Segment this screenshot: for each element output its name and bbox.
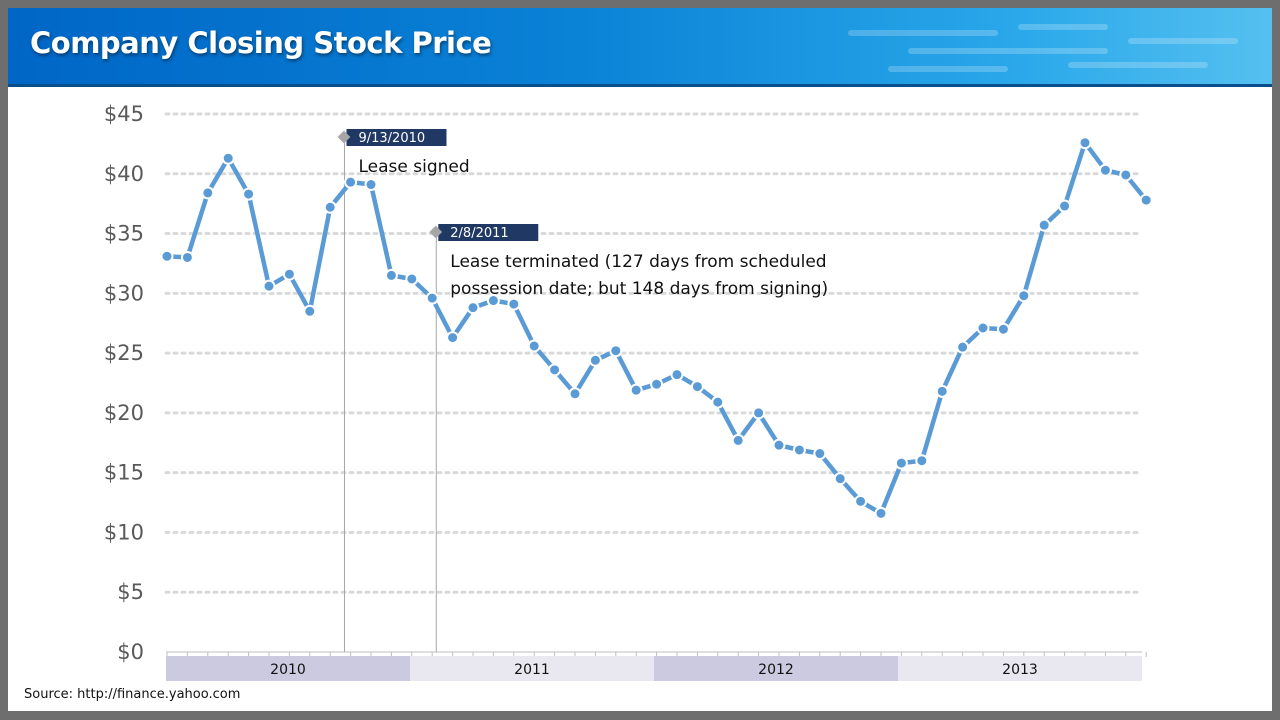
data-point — [609, 344, 623, 358]
data-point — [201, 186, 215, 200]
data-point — [527, 339, 541, 353]
year-band — [166, 656, 410, 681]
data-point — [384, 268, 398, 282]
data-point — [956, 340, 970, 354]
annotation-date: 9/13/2010 — [358, 131, 425, 146]
data-point — [1017, 289, 1031, 303]
data-point — [242, 187, 256, 201]
data-point — [772, 438, 786, 452]
data-point — [466, 301, 480, 315]
annotation-text: Lease terminated (127 days from schedule… — [450, 252, 826, 272]
y-tick-label: $45 — [104, 102, 144, 126]
data-point — [752, 406, 766, 420]
year-band — [410, 656, 654, 681]
annotation-date: 2/8/2011 — [450, 226, 508, 241]
data-point — [833, 472, 847, 486]
y-tick-label: $20 — [104, 401, 144, 425]
data-point — [650, 377, 664, 391]
annotation-text: Lease signed — [358, 157, 469, 177]
data-point — [690, 380, 704, 394]
data-point — [282, 267, 296, 281]
data-point — [670, 368, 684, 382]
data-point — [874, 506, 888, 520]
y-tick-label: $5 — [117, 580, 144, 604]
data-point — [364, 178, 378, 192]
data-point — [568, 387, 582, 401]
data-point — [1119, 168, 1133, 182]
title-bar: Company Closing Stock Price — [8, 8, 1272, 87]
annotation-date-flag — [346, 129, 447, 146]
data-point — [894, 456, 908, 470]
year-label: 2010 — [270, 662, 306, 678]
data-point — [180, 250, 194, 264]
data-point — [1139, 193, 1153, 207]
data-point — [731, 433, 745, 447]
data-point — [711, 395, 725, 409]
year-band — [898, 656, 1142, 681]
page-title: Company Closing Stock Price — [30, 26, 492, 60]
y-tick-label: $0 — [117, 640, 144, 664]
data-point — [344, 175, 358, 189]
data-point — [629, 383, 643, 397]
data-point — [1037, 218, 1051, 232]
y-tick-label: $15 — [104, 461, 144, 485]
year-label: 2013 — [1002, 662, 1038, 678]
data-point — [1058, 199, 1072, 213]
data-point — [976, 321, 990, 335]
y-tick-label: $25 — [104, 341, 144, 365]
year-band — [654, 656, 898, 681]
y-tick-label: $30 — [104, 281, 144, 305]
data-point — [323, 200, 337, 214]
data-point — [405, 272, 419, 286]
y-tick-label: $10 — [104, 520, 144, 544]
data-point — [446, 331, 460, 345]
annotation-date-flag — [438, 224, 539, 241]
data-point — [548, 363, 562, 377]
slide: Company Closing Stock Price $0 $5 $10 $15 $2… — [8, 8, 1272, 711]
data-point — [854, 494, 868, 508]
data-point — [262, 279, 276, 293]
data-point — [813, 447, 827, 461]
source-note: Source: http://finance.yahoo.com — [24, 687, 241, 702]
year-label: 2011 — [514, 662, 550, 678]
data-point — [425, 291, 439, 305]
data-point — [221, 151, 235, 165]
data-point — [1078, 136, 1092, 150]
y-tick-label: $40 — [104, 162, 144, 186]
data-point — [915, 454, 929, 468]
data-point — [935, 384, 949, 398]
data-point — [1098, 163, 1112, 177]
data-point — [303, 304, 317, 318]
annotation-diamond-icon — [337, 130, 351, 144]
data-point — [996, 322, 1010, 336]
annotation-diamond-icon — [429, 225, 443, 239]
data-point — [507, 297, 521, 311]
y-tick-label: $35 — [104, 222, 144, 246]
stock-price-line-chart: $0 $5 $10 $15 $20 $25 $30 $35 $40 $45 2010 2011 2012… — [104, 102, 1153, 681]
annotation-text: possession date; but 148 days from signi… — [450, 279, 828, 299]
data-point — [792, 443, 806, 457]
data-point — [486, 294, 500, 308]
data-point — [160, 249, 174, 263]
data-point — [588, 353, 602, 367]
year-label: 2012 — [758, 662, 794, 678]
